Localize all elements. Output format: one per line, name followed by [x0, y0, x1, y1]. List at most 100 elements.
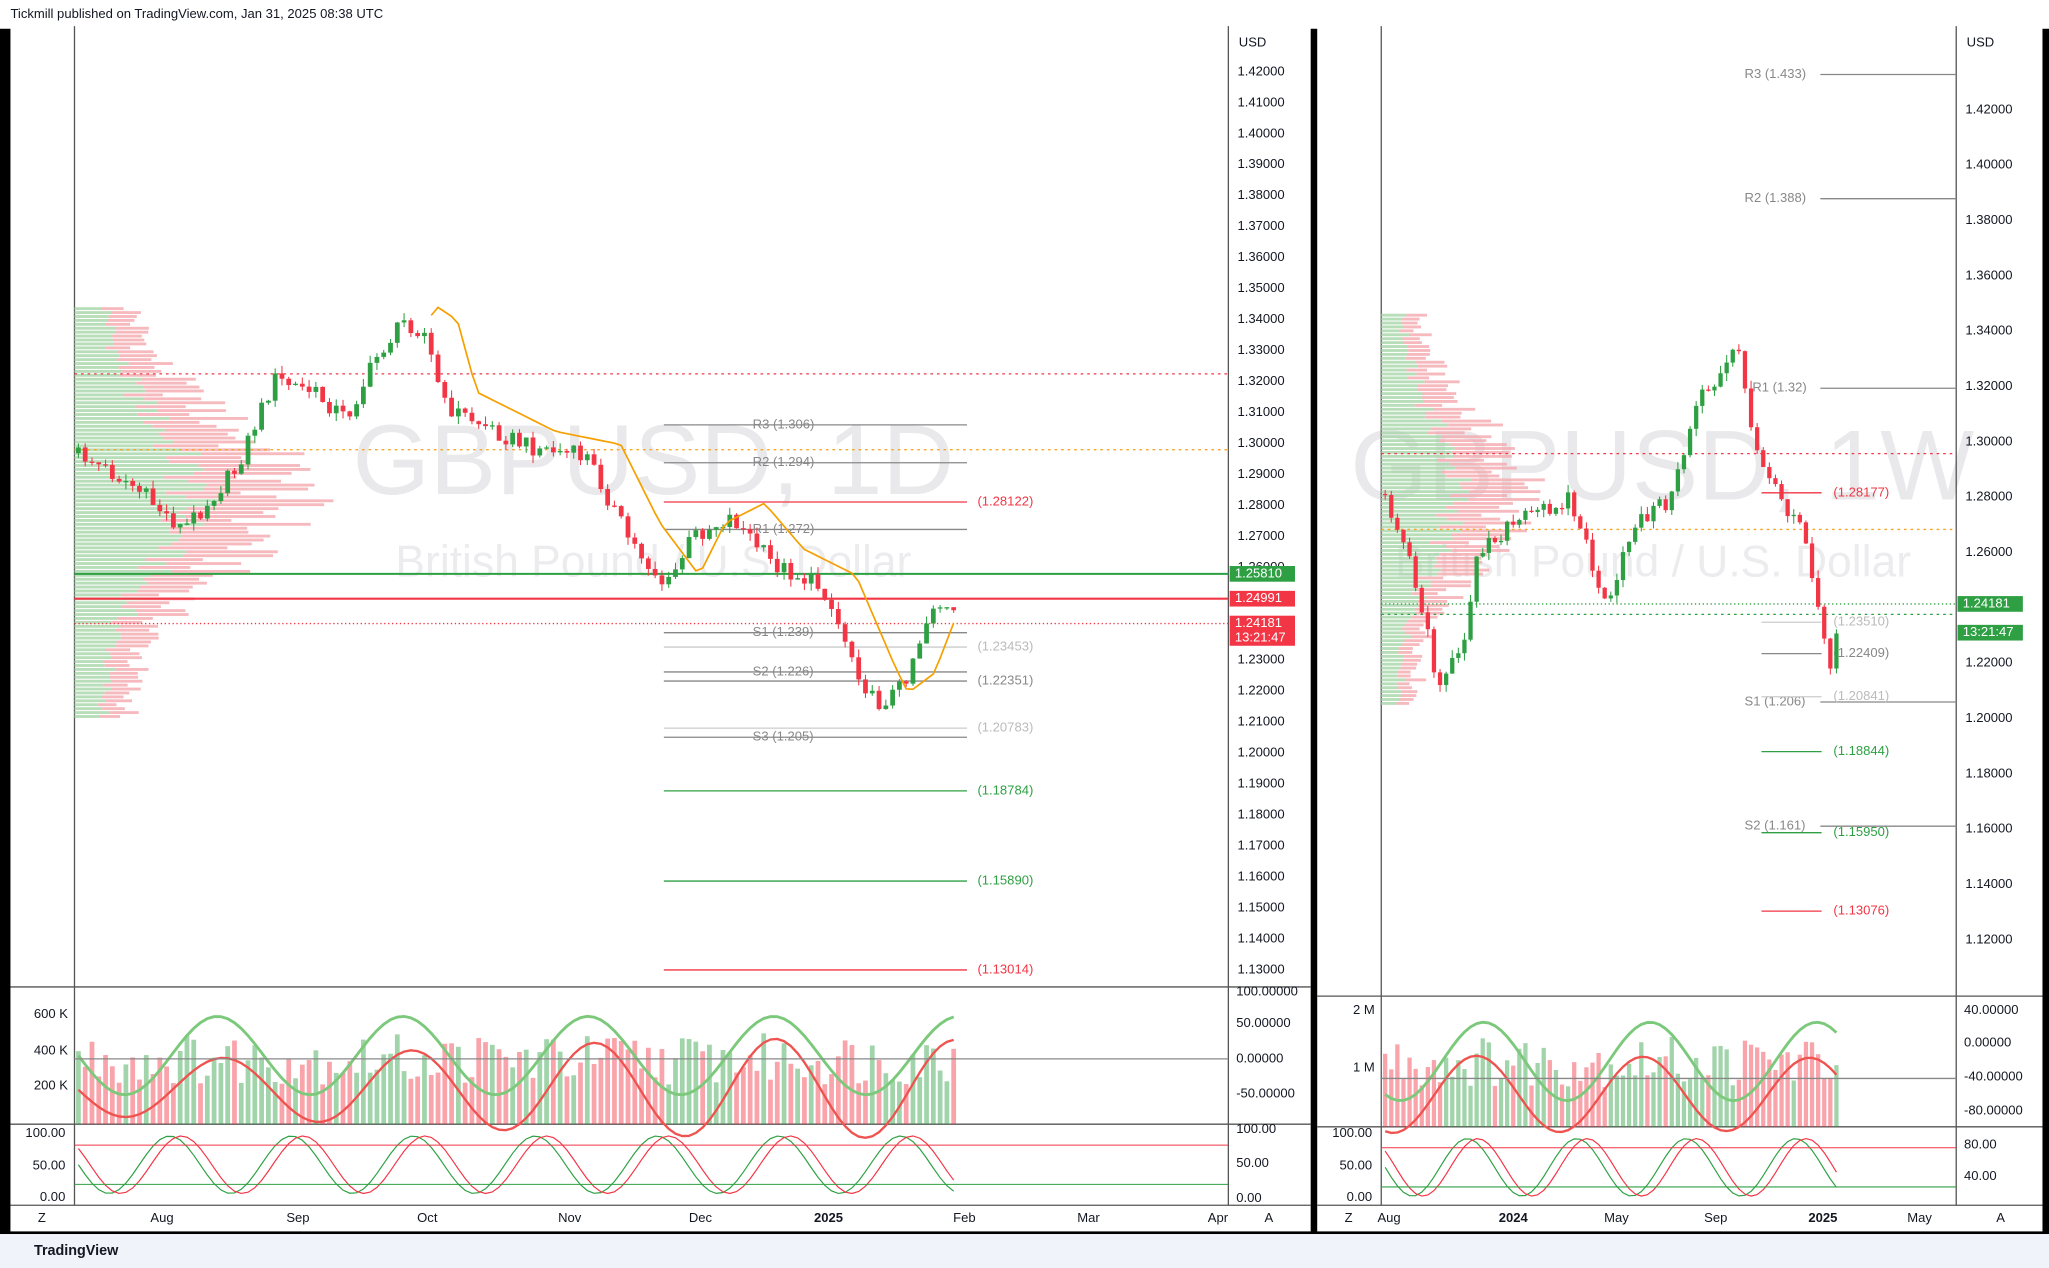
candle-body — [829, 599, 834, 610]
auto-button[interactable]: A — [1996, 1210, 2005, 1225]
volume-profile-bar — [1381, 313, 1407, 317]
volume-profile-bar — [1424, 380, 1460, 384]
volume-profile-bar — [107, 318, 135, 322]
volume-bar — [401, 1071, 407, 1125]
currency-label: USD — [1239, 35, 1267, 50]
volume-profile-bar — [157, 401, 226, 405]
volume-profile-bar — [74, 620, 112, 624]
volume-profile-bar — [112, 338, 145, 342]
stoch-d — [1384, 1137, 1837, 1197]
oscillator-signal — [77, 1037, 955, 1140]
volume-profile-bar — [104, 664, 130, 667]
volume-profile-bar — [74, 405, 136, 409]
volume-profile-bar — [206, 483, 315, 487]
zoom-button[interactable]: Z — [38, 1210, 46, 1225]
volume-bar — [96, 1076, 102, 1125]
volume-bar — [1559, 1084, 1565, 1127]
volume-profile-bar — [1405, 356, 1426, 360]
volume-profile-bar — [1381, 356, 1406, 360]
candle-body — [1767, 467, 1772, 479]
volume-profile-bar — [74, 358, 117, 362]
volume-profile-bar — [1381, 576, 1416, 580]
candle-body — [795, 578, 801, 580]
volume-bar — [483, 1042, 488, 1125]
volume-profile-bar — [119, 354, 157, 358]
volume-bar — [1437, 1082, 1443, 1127]
volume-profile-bar — [1381, 411, 1426, 415]
volume-profile-bar — [1381, 447, 1455, 450]
volume-profile-bar — [138, 566, 191, 569]
volume-profile-bar — [74, 491, 166, 495]
volume-bar — [272, 1081, 278, 1125]
price-tick-label: 1.41000 — [1238, 94, 1285, 109]
candle-body — [1419, 587, 1424, 613]
zoom-button[interactable]: Z — [1345, 1210, 1353, 1225]
volume-profile-bar — [1381, 392, 1423, 396]
volume-bar — [788, 1063, 794, 1125]
volume-profile-bar — [74, 373, 120, 377]
candle-body — [82, 447, 88, 462]
volume-profile-bar — [117, 617, 153, 620]
candle-body — [910, 658, 916, 684]
candle-body — [449, 397, 454, 417]
volume-profile-bar — [1381, 521, 1464, 525]
candle-body — [116, 478, 122, 482]
candle-body — [1437, 672, 1443, 686]
candle-body — [1785, 499, 1790, 517]
volume-profile-bar — [216, 499, 334, 503]
volume-bar — [198, 1083, 203, 1125]
oscillator-tick-label: 100.00000 — [1236, 984, 1298, 999]
level-label: (1.28122) — [977, 493, 1033, 508]
volume-profile-bar — [74, 585, 140, 589]
volume-profile-bar — [1436, 513, 1482, 517]
volume-profile-bar — [101, 307, 124, 311]
volume-profile-bar — [1381, 592, 1413, 596]
volume-bar — [829, 1074, 834, 1125]
volume-bar — [286, 1059, 292, 1125]
volume-profile-bar — [115, 326, 149, 330]
volume-tick-label: 2 M — [1353, 1002, 1375, 1017]
level-label: S2 (1.226) — [753, 663, 814, 678]
volume-profile-bar — [1415, 576, 1444, 580]
price-badge-label: 1.24181 — [1963, 595, 2010, 610]
volume-profile-bar — [1463, 521, 1532, 525]
candle-body — [1401, 529, 1406, 543]
candle-body — [1730, 349, 1735, 363]
volume-profile-bar — [74, 424, 153, 428]
volume-profile-bar — [1381, 384, 1418, 388]
volume-profile-bar — [1381, 545, 1447, 548]
volume-bar — [1584, 1067, 1589, 1127]
candle-body — [930, 608, 936, 624]
oscillator-tick-label: 40.00000 — [1964, 1002, 2018, 1017]
volume-profile-bar — [1408, 349, 1431, 352]
volume-profile-bar — [74, 542, 173, 546]
volume-profile-bar — [1381, 325, 1404, 329]
price-tick-label: 1.34000 — [1965, 323, 2012, 338]
candle-body — [571, 445, 577, 453]
candle-body — [679, 558, 685, 570]
candle-body — [1761, 450, 1766, 468]
volume-tick-label: 600 K — [34, 1006, 68, 1021]
candle-body — [1608, 595, 1613, 599]
auto-button[interactable]: A — [1265, 1210, 1274, 1225]
price-tick-label: 1.14000 — [1238, 930, 1285, 945]
volume-profile-bar — [74, 605, 122, 609]
volume-profile-bar — [1461, 486, 1529, 490]
footer-brand[interactable]: TradingView — [34, 1243, 119, 1259]
level-label: (1.13076) — [1833, 903, 1889, 918]
volume-profile-bar — [1421, 396, 1454, 399]
candle-body — [388, 342, 393, 353]
volume-profile-bar — [1381, 701, 1397, 705]
volume-profile-bar — [1381, 541, 1430, 545]
volume-profile-bar — [1381, 360, 1417, 364]
volume-profile-bar — [1381, 556, 1437, 560]
candle-body — [1706, 389, 1711, 391]
candle-body — [917, 643, 923, 659]
candle-body — [557, 450, 563, 453]
volume-profile-bar — [1381, 560, 1437, 564]
level-label: (1.22351) — [977, 673, 1033, 688]
candle-body — [361, 386, 366, 405]
candle-body — [89, 461, 95, 463]
candle-body — [1425, 612, 1430, 630]
price-tick-label: 1.22000 — [1238, 683, 1285, 698]
